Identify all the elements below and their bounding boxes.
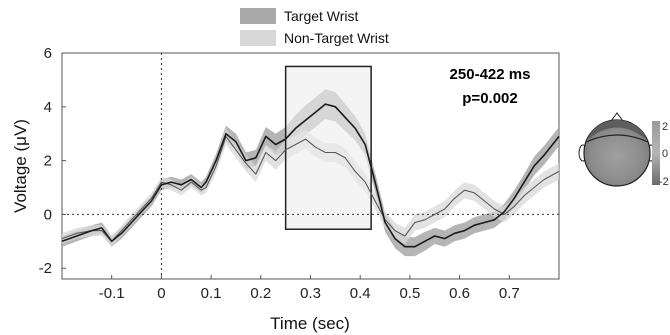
y-tick-label: 0 xyxy=(44,206,52,223)
legend-swatch-target xyxy=(240,8,276,24)
x-ticks: -0.1 0 0.1 0.2 0.3 0.4 0.5 0.6 0.7 xyxy=(99,275,520,302)
colorbar-max-label: 2 xyxy=(662,121,668,133)
x-tick-label: 0.6 xyxy=(449,285,470,302)
annotation-p-value: p=0.002 xyxy=(462,90,517,107)
x-tick-label: 0.1 xyxy=(201,285,222,302)
colorbar-mid-label: 0 xyxy=(662,148,668,160)
series-line-nontarget xyxy=(61,135,560,242)
x-tick-label: 0.5 xyxy=(399,285,420,302)
y-tick-label: 6 xyxy=(44,45,52,62)
legend-swatch-nontarget xyxy=(240,30,276,46)
colorbar-min-label: -2 xyxy=(659,176,669,188)
annotation-window-ms: 250-422 ms xyxy=(450,66,531,83)
x-tick-label: 0.3 xyxy=(300,285,321,302)
series-line-target xyxy=(61,103,560,248)
y-tick-label: -2 xyxy=(39,260,52,277)
x-axis-label: Time (sec) xyxy=(270,314,350,333)
x-tick-label: 0.7 xyxy=(499,285,520,302)
colorbar-gradient xyxy=(652,121,660,185)
nose xyxy=(610,112,624,122)
y-ticks: -2 0 2 4 6 xyxy=(39,45,66,277)
colorbar: 2 0 -2 xyxy=(652,121,669,188)
error-band-nontarget xyxy=(62,128,559,247)
plot-area: -0.1 0 0.1 0.2 0.3 0.4 0.5 0.6 0.7 -2 0 2 4 6 xyxy=(39,45,560,302)
y-axis-label: Voltage (μV) xyxy=(11,119,30,213)
series-lines xyxy=(61,103,560,248)
x-tick-label: -0.1 xyxy=(99,285,125,302)
legend: Target Wrist Non-Target Wrist xyxy=(240,8,389,46)
highlight-window xyxy=(284,65,372,230)
legend-label-target: Target Wrist xyxy=(284,8,359,24)
x-tick-label: 0.2 xyxy=(250,285,271,302)
scalp-topography xyxy=(578,112,656,187)
legend-label-nontarget: Non-Target Wrist xyxy=(284,30,389,46)
contour-line xyxy=(585,134,649,143)
x-tick-label: 0.4 xyxy=(350,285,371,302)
y-tick-label: 4 xyxy=(44,99,52,116)
y-tick-label: 2 xyxy=(44,153,52,170)
x-tick-label: 0 xyxy=(157,285,165,302)
